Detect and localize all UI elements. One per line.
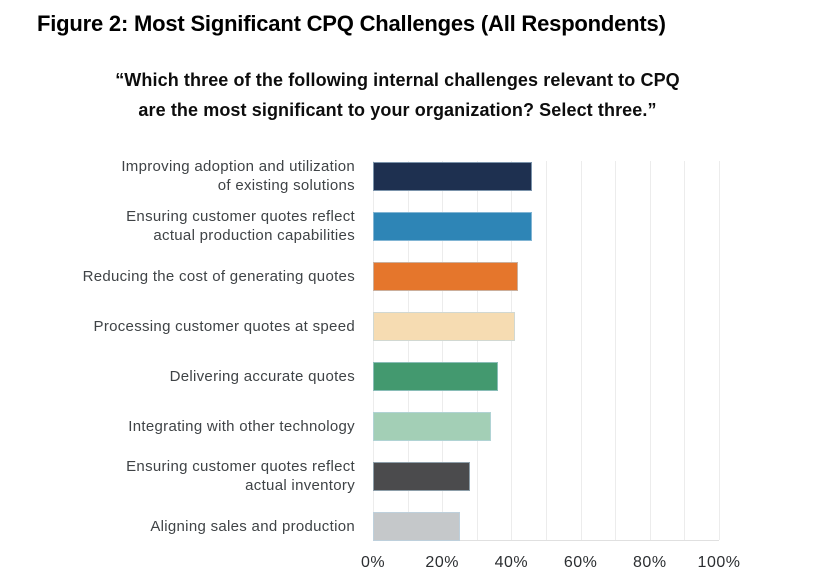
bar-row	[373, 301, 719, 351]
gridline-90	[684, 161, 686, 540]
bar-row	[373, 451, 719, 501]
gridline-70	[615, 161, 617, 540]
chart-rows: Improving adoption and utilization of ex…	[0, 151, 819, 551]
gridline-80	[649, 161, 651, 540]
bar-row	[373, 251, 719, 301]
x-tick-label: 20%	[425, 554, 459, 571]
gridline-60	[580, 161, 582, 540]
category-label: Delivering accurate quotes	[169, 367, 355, 385]
bar-row	[373, 501, 719, 551]
bar-4	[373, 311, 515, 341]
bar-row	[373, 351, 719, 401]
gridline-50	[546, 161, 547, 540]
plot-area	[373, 151, 720, 551]
category-label: Reducing the cost of generating quotes	[82, 267, 355, 285]
x-tick-label: 80%	[633, 554, 667, 571]
gridline-100	[719, 161, 720, 540]
category-label: Aligning sales and production	[150, 517, 355, 535]
bar-8	[373, 511, 460, 541]
bar-2	[373, 211, 533, 241]
bar-6	[373, 411, 491, 441]
bar-chart: Improving adoption and utilization of ex…	[0, 151, 819, 577]
survey-question: “Which three of the following internal c…	[0, 65, 795, 125]
category-labels-column: Improving adoption and utilization of ex…	[0, 151, 355, 551]
bar-3	[373, 261, 519, 291]
gridlines	[373, 161, 720, 541]
category-label: Integrating with other technology	[128, 417, 355, 435]
x-tick-label: 60%	[563, 554, 598, 571]
category-label: Improving adoption and utilization of ex…	[121, 158, 355, 194]
gridline-20	[442, 161, 444, 540]
category-label: Ensuring customer quotes reflect actual …	[126, 208, 355, 244]
x-tick-label: 0%	[360, 554, 386, 571]
category-label: Ensuring customer quotes reflect actual …	[126, 458, 355, 494]
survey-question-line-2: are the most significant to your organiz…	[138, 100, 657, 120]
x-axis: 0% 20% 40% 60% 80% 100%	[361, 551, 740, 577]
bar-5	[373, 361, 498, 391]
x-tick-label: 100%	[697, 554, 741, 571]
category-label: Processing customer quotes at speed	[93, 317, 355, 335]
gridline-30	[476, 161, 478, 540]
gridline-40	[511, 161, 513, 540]
gridline-10	[407, 161, 409, 540]
bar-row	[373, 401, 719, 451]
figure-title: Figure 2: Most Significant CPQ Challenge…	[37, 11, 666, 36]
bar-7	[373, 461, 470, 491]
x-tick-label: 40%	[494, 554, 529, 571]
bar-row	[373, 151, 719, 201]
survey-question-line-1: “Which three of the following internal c…	[115, 70, 680, 90]
bar-1	[373, 161, 533, 191]
gridline-0	[373, 161, 374, 540]
bar-row	[373, 201, 719, 251]
